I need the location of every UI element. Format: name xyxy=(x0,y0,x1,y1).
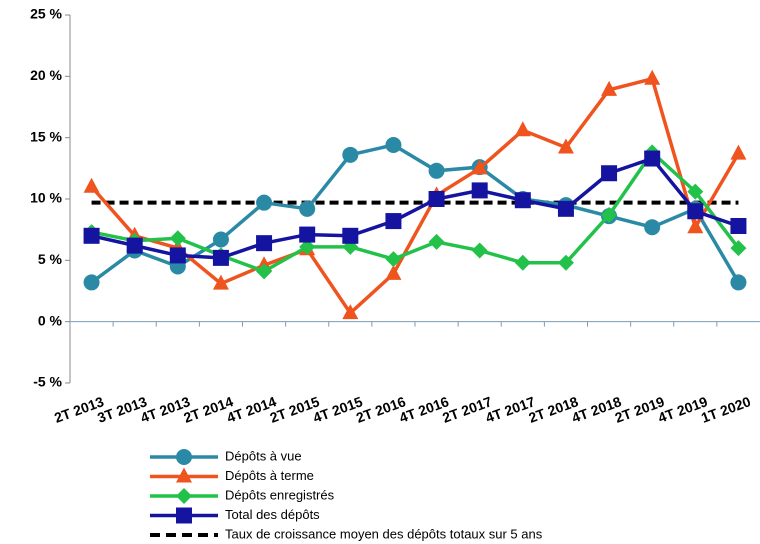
marker xyxy=(687,218,704,234)
marker xyxy=(212,249,229,266)
marker xyxy=(428,162,445,179)
marker xyxy=(557,138,574,154)
y-tick-label: 20 % xyxy=(30,67,62,83)
marker xyxy=(385,213,402,230)
marker xyxy=(83,227,100,244)
marker xyxy=(514,192,531,209)
marker xyxy=(83,177,100,193)
marker xyxy=(83,274,100,291)
y-tick-label: 25 % xyxy=(30,6,62,22)
marker xyxy=(557,254,574,271)
marker xyxy=(601,80,618,96)
marker xyxy=(126,237,143,254)
marker xyxy=(428,233,445,250)
marker xyxy=(212,231,229,248)
marker xyxy=(471,242,488,259)
marker xyxy=(471,159,488,175)
marker xyxy=(256,263,273,280)
marker xyxy=(557,200,574,217)
marker xyxy=(428,191,445,207)
marker xyxy=(256,194,273,211)
y-tick-label: 10 % xyxy=(30,190,62,206)
series-line xyxy=(91,156,740,260)
marker xyxy=(256,235,273,252)
marker xyxy=(176,488,192,504)
marker xyxy=(385,137,402,154)
marker xyxy=(644,150,661,167)
marker xyxy=(176,449,192,465)
marker xyxy=(471,182,488,199)
y-tick-label: 15 % xyxy=(30,128,62,144)
legend-label: Total des dépôts xyxy=(225,507,320,522)
marker xyxy=(514,121,531,137)
marker xyxy=(212,274,229,290)
marker xyxy=(730,217,747,234)
legend-label: Dépôts à terme xyxy=(225,468,314,483)
series-line xyxy=(91,149,740,274)
marker xyxy=(514,254,531,271)
marker xyxy=(169,230,186,247)
marker xyxy=(299,238,316,255)
marker xyxy=(342,146,359,163)
marker xyxy=(601,165,618,182)
marker xyxy=(730,274,747,291)
marker xyxy=(730,144,747,160)
series-line xyxy=(90,76,740,316)
marker xyxy=(601,206,618,223)
x-tick-label: 1T 2020 xyxy=(699,393,753,426)
legend-label: Taux de croissance moyen des dépôts tota… xyxy=(225,526,543,541)
y-tick-label: 5 % xyxy=(38,251,63,267)
marker xyxy=(299,226,316,243)
marker xyxy=(730,240,747,257)
legend-label: Dépôts enregistrés xyxy=(225,487,335,502)
marker xyxy=(176,467,192,483)
marker xyxy=(644,69,661,85)
marker xyxy=(299,200,316,217)
marker xyxy=(342,304,359,320)
marker xyxy=(169,247,186,264)
marker xyxy=(385,264,402,280)
marker xyxy=(385,251,402,268)
marker xyxy=(687,183,704,200)
marker xyxy=(644,219,661,236)
marker xyxy=(687,203,704,220)
marker xyxy=(342,227,359,244)
series-line xyxy=(90,143,740,284)
marker xyxy=(176,507,192,524)
legend-label: Dépôts à vue xyxy=(225,448,302,463)
y-tick-label: 0 % xyxy=(38,312,63,328)
y-tick-label: -5 % xyxy=(33,374,62,390)
